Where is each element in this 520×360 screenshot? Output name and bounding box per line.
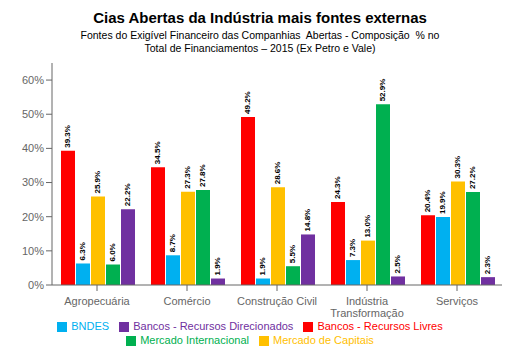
svg-text:39.3%: 39.3% <box>64 125 73 148</box>
svg-text:22.2%: 22.2% <box>124 183 133 206</box>
svg-text:24.3%: 24.3% <box>334 176 343 199</box>
html-text:Mercado Internacional: Mercado Internacional <box>140 334 249 346</box>
svg-text:IndústriaTransformação: IndústriaTransformação <box>330 295 404 319</box>
html-text:Bancos - Recursos Direcionados: Bancos - Recursos Direcionados <box>133 320 294 332</box>
svg-text:6.0%: 6.0% <box>109 243 118 261</box>
svg-text:60%: 60% <box>22 74 44 86</box>
svg-text:20.4%: 20.4% <box>424 190 433 213</box>
html-text:Total de Financiamentos – 2015: Total de Financiamentos – 2015 (Ex Petro… <box>144 42 376 54</box>
svg-text:8.7%: 8.7% <box>169 234 178 252</box>
html-text:Fontes do Exigível Financeiro: Fontes do Exigível Financeiro das Compan… <box>80 29 440 41</box>
svg-text:27.8%: 27.8% <box>199 164 208 187</box>
svg-text:34.5%: 34.5% <box>154 141 163 164</box>
svg-text:13.0%: 13.0% <box>364 215 373 238</box>
svg-text:28.6%: 28.6% <box>274 162 283 185</box>
svg-text:14.8%: 14.8% <box>304 209 313 232</box>
svg-text:6.3%: 6.3% <box>79 242 88 260</box>
svg-text:30.3%: 30.3% <box>454 156 463 179</box>
svg-text:49.2%: 49.2% <box>244 91 253 114</box>
svg-text:52.9%: 52.9% <box>379 79 388 102</box>
svg-text:Construção Civil: Construção Civil <box>237 295 317 307</box>
svg-text:7.3%: 7.3% <box>349 239 358 257</box>
svg-text:27.3%: 27.3% <box>184 166 193 189</box>
svg-text:2.3%: 2.3% <box>484 256 493 274</box>
html-text:Mercado de Capitais: Mercado de Capitais <box>273 334 374 346</box>
svg-text:19.9%: 19.9% <box>439 191 448 214</box>
svg-text:10%: 10% <box>22 245 44 257</box>
svg-text:Comércio: Comércio <box>163 295 210 307</box>
html-text:BNDES: BNDES <box>71 320 110 332</box>
html-text:Cias Abertas da Indústria mais: Cias Abertas da Indústria mais fontes ex… <box>93 9 427 26</box>
svg-text:1.9%: 1.9% <box>259 257 268 275</box>
svg-text:5.5%: 5.5% <box>289 245 298 263</box>
svg-text:20%: 20% <box>22 211 44 223</box>
svg-text:40%: 40% <box>22 142 44 154</box>
svg-text:30%: 30% <box>22 176 44 188</box>
svg-text:Agropecuária: Agropecuária <box>64 295 130 307</box>
svg-text:Serviços: Serviços <box>436 295 479 307</box>
svg-text:1.9%: 1.9% <box>214 257 223 275</box>
svg-text:25.9%: 25.9% <box>94 171 103 194</box>
svg-text:27.2%: 27.2% <box>469 166 478 189</box>
svg-text:0%: 0% <box>28 279 44 291</box>
svg-text:2.5%: 2.5% <box>394 255 403 273</box>
html-text:Bancos - Recursos Livres: Bancos - Recursos Livres <box>317 320 443 332</box>
svg-text:50%: 50% <box>22 108 44 120</box>
